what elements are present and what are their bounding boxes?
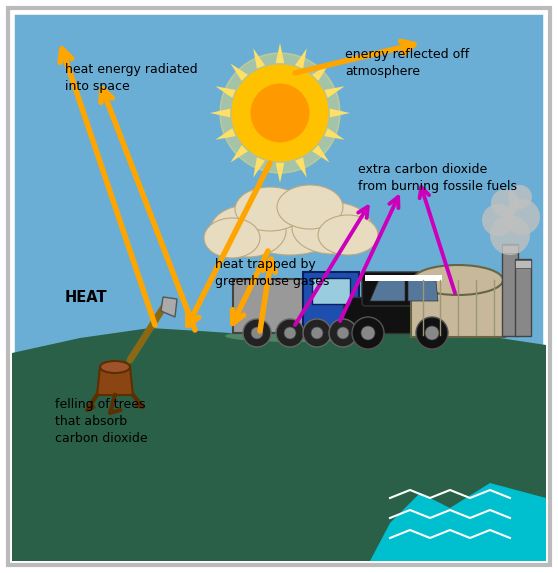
- Text: heat trapped by
greenhouse gases: heat trapped by greenhouse gases: [215, 258, 329, 288]
- Circle shape: [504, 199, 540, 235]
- Polygon shape: [253, 158, 265, 178]
- Polygon shape: [12, 325, 546, 561]
- Circle shape: [220, 53, 340, 173]
- Circle shape: [251, 84, 309, 142]
- Ellipse shape: [204, 218, 260, 258]
- Text: felling of trees
that absorb
carbon dioxide: felling of trees that absorb carbon diox…: [55, 398, 148, 445]
- Polygon shape: [253, 48, 265, 69]
- Polygon shape: [215, 128, 235, 140]
- Ellipse shape: [413, 265, 503, 295]
- Polygon shape: [370, 277, 405, 301]
- Polygon shape: [210, 109, 230, 117]
- Circle shape: [416, 317, 448, 349]
- Polygon shape: [370, 483, 546, 561]
- Polygon shape: [230, 64, 248, 81]
- Polygon shape: [295, 158, 307, 178]
- Circle shape: [284, 327, 296, 339]
- Polygon shape: [408, 279, 438, 301]
- Ellipse shape: [210, 205, 286, 257]
- Polygon shape: [312, 145, 329, 163]
- Text: heat energy radiated
into space: heat energy radiated into space: [65, 63, 198, 93]
- Ellipse shape: [277, 185, 343, 229]
- Polygon shape: [276, 43, 285, 63]
- FancyBboxPatch shape: [233, 279, 307, 333]
- Circle shape: [490, 215, 530, 255]
- Circle shape: [303, 319, 331, 347]
- Ellipse shape: [225, 330, 365, 342]
- FancyBboxPatch shape: [365, 275, 442, 281]
- Circle shape: [311, 327, 323, 339]
- Polygon shape: [276, 163, 285, 183]
- FancyBboxPatch shape: [502, 245, 518, 253]
- FancyBboxPatch shape: [362, 272, 443, 306]
- Polygon shape: [324, 128, 345, 140]
- Circle shape: [425, 326, 439, 340]
- FancyBboxPatch shape: [343, 297, 457, 333]
- Circle shape: [329, 319, 357, 347]
- Polygon shape: [230, 145, 248, 163]
- FancyBboxPatch shape: [12, 12, 546, 561]
- Polygon shape: [295, 48, 307, 69]
- FancyBboxPatch shape: [312, 278, 350, 304]
- Polygon shape: [12, 362, 546, 561]
- Polygon shape: [215, 86, 235, 98]
- Polygon shape: [161, 297, 177, 317]
- Circle shape: [482, 204, 514, 236]
- Circle shape: [232, 65, 328, 161]
- Circle shape: [251, 327, 263, 339]
- Circle shape: [361, 326, 375, 340]
- FancyBboxPatch shape: [303, 272, 359, 328]
- Circle shape: [491, 189, 519, 217]
- Ellipse shape: [235, 191, 345, 255]
- Ellipse shape: [100, 361, 130, 373]
- Polygon shape: [312, 64, 329, 81]
- Ellipse shape: [292, 202, 372, 254]
- Circle shape: [508, 185, 532, 209]
- Ellipse shape: [318, 215, 378, 255]
- FancyBboxPatch shape: [515, 260, 531, 268]
- Polygon shape: [97, 367, 133, 395]
- Circle shape: [276, 319, 304, 347]
- Circle shape: [243, 319, 271, 347]
- Text: HEAT: HEAT: [65, 291, 108, 305]
- FancyBboxPatch shape: [411, 278, 505, 337]
- FancyBboxPatch shape: [515, 259, 531, 336]
- Polygon shape: [330, 109, 350, 117]
- Text: extra carbon dioxide
from burning fossile fuels: extra carbon dioxide from burning fossil…: [358, 163, 517, 193]
- Circle shape: [337, 327, 349, 339]
- FancyBboxPatch shape: [502, 244, 518, 336]
- Text: energy reflected off
atmosphere: energy reflected off atmosphere: [345, 48, 469, 78]
- Circle shape: [352, 317, 384, 349]
- Polygon shape: [324, 86, 345, 98]
- Ellipse shape: [235, 187, 305, 231]
